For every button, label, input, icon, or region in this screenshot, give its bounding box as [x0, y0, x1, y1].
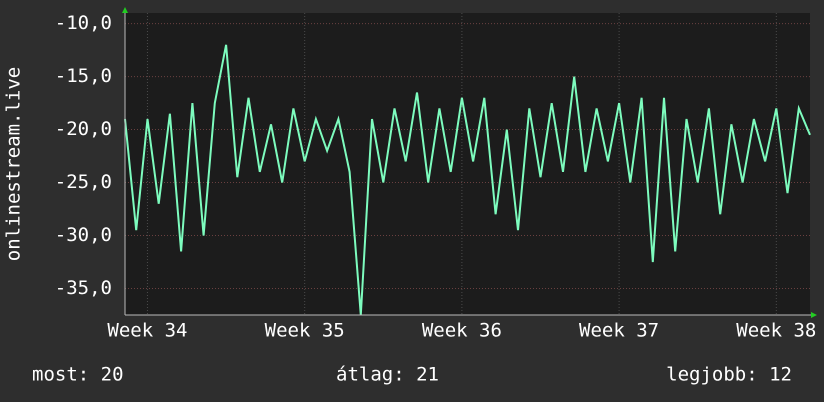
- x-tick-label: Week 34: [107, 320, 187, 342]
- y-tick-label: -35,0: [55, 277, 112, 299]
- x-tick-label: Week 37: [579, 320, 659, 342]
- x-tick-label: Week 35: [265, 320, 345, 342]
- x-arrow: [811, 312, 817, 318]
- y-axis-label: onlinestream.live: [3, 67, 25, 261]
- x-tick-label: Week 38: [736, 320, 816, 342]
- y-arrow: [122, 7, 128, 13]
- data-line: [124, 44, 811, 316]
- y-tick-label: -30,0: [55, 224, 112, 246]
- y-tick-label: -25,0: [55, 171, 112, 193]
- y-tick-label: -15,0: [55, 65, 112, 87]
- plot: [124, 13, 811, 316]
- x-tick-label: Week 36: [422, 320, 502, 342]
- stat-max: legjobb: 12: [666, 364, 792, 386]
- stat-average: átlag: 21: [336, 364, 439, 386]
- y-tick-label: -20,0: [55, 118, 112, 140]
- y-tick-label: -10,0: [55, 12, 112, 34]
- stat-current: most: 20: [32, 364, 124, 386]
